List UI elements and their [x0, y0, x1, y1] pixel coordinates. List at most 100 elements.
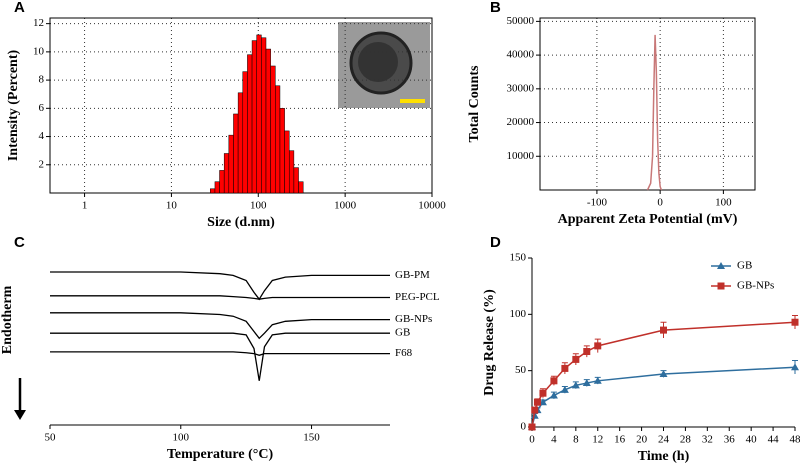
histogram-bar: [298, 181, 304, 194]
y-axis-title: Endotherm: [0, 285, 15, 354]
histogram-bar: [293, 167, 299, 194]
y-axis-title: Total Counts: [467, 65, 482, 142]
x-tick-label: 28: [680, 434, 692, 446]
histogram-bar: [261, 37, 267, 194]
endotherm-arrow-head: [14, 410, 26, 420]
histogram-bar: [223, 153, 230, 194]
y-tick-label: 12: [33, 17, 44, 29]
marker: [560, 385, 569, 393]
y-tick-label: 2: [39, 158, 45, 170]
marker: [531, 406, 539, 414]
x-axis-title: Time (h): [638, 449, 690, 464]
y-tick-label: 50: [515, 364, 527, 376]
y-tick-label: 10: [33, 45, 45, 57]
marker: [561, 364, 569, 372]
marker: [528, 423, 536, 431]
x-tick-label: 40: [746, 434, 758, 446]
particle-core: [358, 42, 398, 82]
x-tick-label: 150: [303, 432, 320, 444]
histogram-bar: [214, 181, 220, 194]
histogram-bar: [228, 134, 234, 194]
x-axis-title: Size (d.nm): [207, 215, 275, 230]
line: [50, 312, 390, 340]
x-tick-label: 32: [702, 434, 713, 446]
x-tick-label: 48: [790, 434, 800, 446]
histogram-bar: [219, 170, 225, 194]
y-tick-label: 8: [39, 74, 45, 86]
x-tick-label: 100: [250, 200, 267, 212]
marker: [582, 379, 591, 387]
tem-inset: [338, 22, 430, 108]
legend-label: GB: [737, 260, 752, 272]
x-tick-label: 50: [45, 432, 57, 444]
x-tick-label: 8: [573, 434, 579, 446]
x-tick-label: 4: [551, 434, 557, 446]
x-tick-label: 24: [658, 434, 670, 446]
x-tick-label: 1: [82, 200, 88, 212]
x-axis-title: Temperature (°C): [167, 447, 274, 462]
histogram-bar: [247, 54, 253, 194]
y-tick-label: 0: [521, 421, 527, 433]
panel-label: B: [490, 0, 501, 16]
marker: [791, 363, 799, 371]
line: [50, 295, 390, 300]
x-tick-label: 20: [636, 434, 648, 446]
marker: [549, 391, 558, 399]
histogram-bar: [265, 48, 271, 194]
x-tick-label: 100: [173, 432, 190, 444]
y-tick-label: 100: [510, 308, 527, 320]
marker: [530, 411, 539, 419]
y-tick-label: 10000: [507, 150, 535, 162]
plot-frame: [539, 17, 756, 191]
line: [50, 271, 390, 301]
x-tick-label: 16: [614, 434, 626, 446]
x-tick-label: 0: [529, 434, 535, 446]
histogram-bar: [270, 65, 276, 194]
legend-marker: [717, 282, 725, 290]
series-label: PEG-PCL: [395, 291, 440, 303]
x-tick-label: 10: [166, 200, 178, 212]
x-tick-label: -100: [587, 197, 608, 209]
x-tick-label: 44: [768, 434, 780, 446]
marker: [791, 318, 799, 326]
y-axis-title: Intensity (Percent): [6, 50, 21, 162]
histogram-bar: [233, 113, 239, 194]
series-label: GB-PM: [395, 269, 430, 281]
line: [50, 351, 390, 356]
scale-bar: [400, 99, 425, 103]
histogram-bar: [279, 108, 285, 194]
y-axis-title: Drug Release (%): [482, 289, 497, 396]
x-tick-label: 1000: [334, 200, 357, 212]
marker: [539, 389, 547, 397]
series-label: F68: [395, 347, 413, 359]
y-tick-label: 20000: [507, 116, 535, 128]
marker: [660, 326, 667, 334]
x-tick-label: 12: [592, 434, 603, 446]
marker: [583, 348, 591, 356]
y-tick-label: 6: [39, 102, 45, 114]
y-tick-label: 40000: [507, 49, 535, 61]
line: [50, 332, 390, 381]
x-tick-label: 0: [657, 197, 663, 209]
x-tick-label: 10000: [418, 200, 446, 212]
marker: [594, 342, 602, 350]
histogram-bar: [284, 130, 290, 194]
legend-marker: [717, 262, 725, 269]
histogram-bar: [251, 40, 257, 194]
histogram-bar: [288, 150, 295, 194]
histogram-bar: [210, 188, 216, 194]
marker: [593, 376, 602, 384]
marker: [571, 381, 580, 389]
histogram-bar: [237, 92, 244, 194]
panel-label: D: [490, 234, 501, 251]
panel-label: A: [14, 0, 25, 16]
series-label: GB: [395, 327, 410, 339]
marker: [572, 355, 580, 363]
x-axis-title: Apparent Zeta Potential (mV): [558, 212, 738, 227]
legend-label: GB-NPs: [737, 280, 774, 292]
y-tick-label: 150: [510, 252, 527, 264]
marker: [533, 398, 541, 406]
x-tick-label: 36: [724, 434, 736, 446]
histogram-bar: [242, 71, 248, 194]
histogram-bar: [275, 85, 281, 194]
